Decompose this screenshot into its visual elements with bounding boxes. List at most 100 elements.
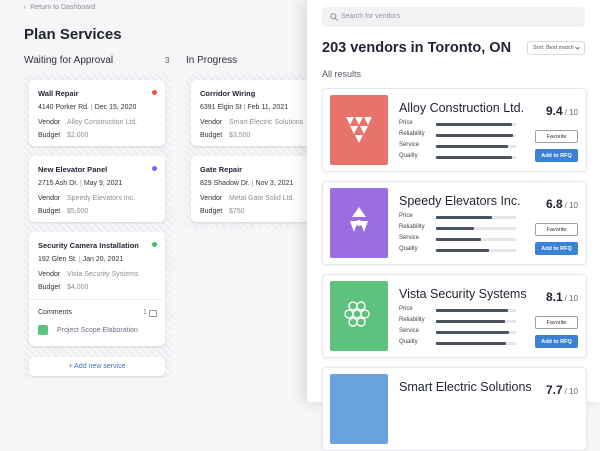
add-service-button[interactable]: + Add new service [29,357,165,376]
budget-value: $3,500 [229,132,251,139]
vendor-card: Smart Electric Solutions 7.7/ 10 [322,367,587,451]
vendor-name: Vista Security Systems [67,271,139,278]
rating-bar [436,227,475,230]
rating-label: Reliability [399,131,425,137]
card-title: Wall Repair [38,89,79,98]
rating-label: Price [399,213,413,219]
rating-label: Price [399,306,413,312]
column-title: In Progress [186,55,238,66]
separator: | [88,104,95,111]
vendor-score: 9.4/ 10 [546,102,578,120]
service-card[interactable]: Gate Repair 829 Shadow Dr. | Nov 3, 2021 V… [191,156,327,222]
add-rfq-text: Add to RFQ [541,152,572,159]
rating-bar [436,342,507,345]
vendor-logo [330,281,388,351]
card-title: Security Camera Installation [38,241,139,250]
status-dot [152,90,157,95]
caret [575,46,580,50]
budget-value: $750 [229,208,245,215]
score-suffix: / 10 [564,294,578,303]
service-card[interactable]: New Elevator Panel 2715 Ash Dr. | May 9, … [29,156,165,222]
logo-glyph [350,207,368,232]
vendor-logo [330,95,388,165]
service-card[interactable]: Corridor Wiring 6391 Elgin St | Feb 11, 2… [191,80,327,146]
separator: | [241,104,248,111]
budget-label: Budget [38,132,61,139]
vendor-name: Speedy Elevators Inc. [399,194,521,208]
vendor-name: Speedy Elevators Inc. [67,195,136,202]
rating-bar [436,216,492,219]
budget-value: $4,000 [67,284,89,291]
sort-text: Sort: Best match [533,45,574,51]
address: 6391 Elgin St [200,104,242,111]
logo-glyph [330,374,388,444]
score-value: 7.7 [545,383,563,397]
vendor-name: Vista Security Systems [399,287,527,301]
score-suffix: / 10 [564,387,578,396]
card-meta: 2715 Ash Dr. | May 9, 2021 [38,180,122,187]
vendor-name: Alloy Construction Ltd. [67,119,138,126]
rating-bar [436,309,508,312]
rating-label: Reliability [399,317,425,323]
comments-count: 1 [143,309,147,316]
rating-bar [436,134,513,137]
address: 2715 Ash Dr. [38,180,79,187]
date: Feb 11, 2021 [247,104,289,111]
vendor-name: Smart Electric Solutions [229,119,304,126]
add-rfq-button[interactable]: Add to RFQ [535,149,578,162]
vendor-label: Vendor [38,271,61,278]
budget-label: Budget [38,208,61,215]
separator: | [78,180,84,187]
back-link[interactable]: ‹ Return to Dashboard [24,4,95,11]
status-dot [152,166,157,171]
date: May 9, 2021 [83,180,123,187]
rating-bar [436,320,505,323]
vendor-name: Alloy Construction Ltd. [399,101,525,115]
vendor-card: Vista Security Systems 8.1/ 10 Price Reliab… [322,274,587,358]
vendor-label: Vendor [38,119,61,126]
rating-bar [436,156,512,159]
vendor-label: Vendor [200,119,223,126]
score-value: 6.8 [545,197,563,211]
favorite-button[interactable]: Favorite [535,316,578,329]
rating-bar [436,145,508,148]
search-box[interactable]: Search for vendors [322,7,585,27]
rating-bar [436,123,512,126]
service-card[interactable]: Wall Repair 4140 Porker Rd. | Dec 15, 202… [29,80,165,146]
section-label: All results [322,69,362,79]
add-rfq-button[interactable]: Add to RFQ [535,242,578,255]
rating-bar [436,238,481,241]
budget-label: Budget [200,208,223,215]
favorite-button[interactable]: Favorite [535,130,578,143]
results-heading: 203 vendors in Toronto, ON [322,40,512,56]
column-count: 3 [165,56,170,65]
budget-value: $5,000 [67,208,89,215]
budget-label: Budget [200,132,223,139]
rating-label: Service [399,142,420,148]
separator: | [249,180,256,187]
add-rfq-text: Add to RFQ [541,338,572,345]
favorite-text: Favorite [546,133,567,140]
favorite-text: Favorite [546,319,567,326]
vendor-name: Smart Electric Solutions [399,380,532,394]
add-rfq-text: Add to RFQ [541,245,572,252]
service-card[interactable]: Security Camera Installation 192 Glen St.… [29,232,165,346]
rating-bar [436,331,509,334]
budget-value: $2,000 [67,132,89,139]
attachment-icon [38,325,48,335]
card-meta: 192 Glen St. | Jan 20, 2021 [38,256,123,263]
favorite-button[interactable]: Favorite [535,223,578,236]
sort-dropdown[interactable]: Sort: Best match [527,41,585,55]
column-title: Waiting for Approval [24,55,114,66]
chevron: ‹ [24,4,31,11]
rating-label: Quality [399,339,418,345]
add-rfq-button[interactable]: Add to RFQ [535,335,578,348]
logo-glyph [346,117,372,143]
address: 192 Glen St. [38,256,77,263]
card-title: New Elevator Panel [38,165,108,174]
vendor-card: Alloy Construction Ltd. 9.4/ 10 Price Relia… [322,88,587,172]
favorite-text: Favorite [546,226,567,233]
budget-label: Budget [38,284,61,291]
date: Jan 20, 2021 [82,256,124,263]
rating-label: Quality [399,246,418,252]
